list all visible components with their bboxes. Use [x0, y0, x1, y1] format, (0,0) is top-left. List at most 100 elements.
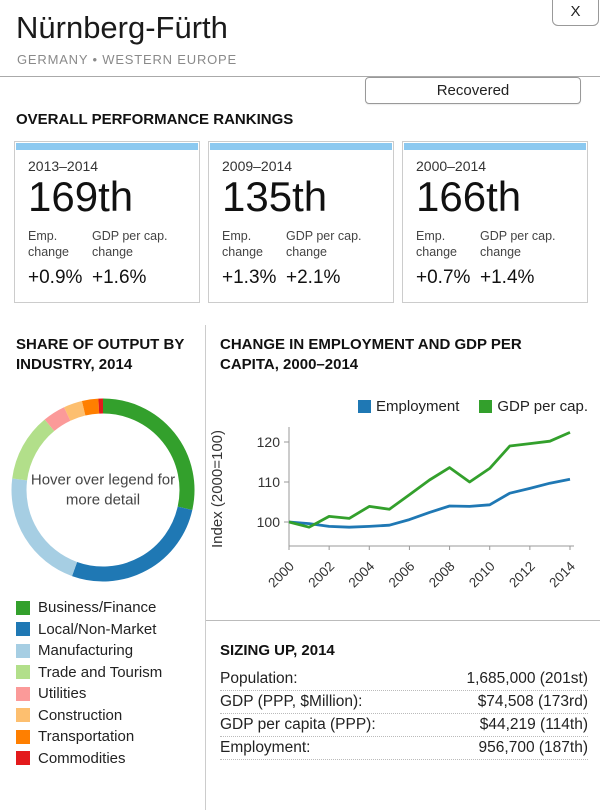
- x-tick-label: 2004: [346, 558, 378, 590]
- sizing-row-employment: Employment: 956,700 (187th): [220, 737, 588, 760]
- card-rank: 169th: [28, 173, 134, 220]
- sizing-row-label: Employment:: [220, 739, 311, 756]
- industry-legend-label: Manufacturing: [38, 642, 134, 660]
- industry-legend-item-local-non-market[interactable]: Local/Non-Market: [16, 619, 162, 641]
- employment-swatch-icon: [358, 400, 372, 413]
- y-axis-label: Index (2000=100): [209, 430, 226, 548]
- card-rank: 135th: [222, 173, 328, 220]
- x-tick-label: 2002: [305, 559, 337, 591]
- business-finance-swatch-icon: [16, 600, 30, 615]
- utilities-swatch-icon: [16, 686, 30, 701]
- industry-legend-item-construction[interactable]: Construction: [16, 705, 162, 727]
- line-chart-legend: Employment GDP per cap.: [206, 398, 588, 415]
- card-rank: 166th: [416, 173, 522, 220]
- commodities-swatch-icon: [16, 751, 30, 766]
- construction-swatch-icon: [16, 708, 30, 723]
- sizing-row-value: $44,219 (114th): [479, 716, 588, 733]
- emp-change-label: Emp. change: [416, 229, 458, 260]
- x-tick-label: 2014: [546, 558, 578, 590]
- donut-slice-transportation[interactable]: [81, 398, 100, 416]
- industry-legend-item-manufacturing[interactable]: Manufacturing: [16, 640, 162, 662]
- donut-hover-note: Hover over legend for more detail: [30, 471, 176, 509]
- manufacturing-swatch-icon: [16, 643, 30, 658]
- card-period: 2000–2014: [416, 158, 487, 174]
- y-tick-label: 120: [257, 434, 281, 450]
- industry-legend-label: Local/Non-Market: [38, 620, 157, 638]
- gdp-change-label: GDP per cap. change: [92, 229, 168, 260]
- sizing-row-value: $74,508 (173rd): [477, 693, 588, 710]
- sizing-table: Population: 1,685,000 (201st) GDP (PPP, $M…: [220, 668, 588, 760]
- card-accent-bar: [210, 143, 392, 150]
- chart-legend-item-employment[interactable]: Employment: [358, 398, 459, 415]
- industry-legend-label: Commodities: [38, 749, 126, 767]
- page-subtitle: GERMANY • WESTERN EUROPE: [17, 52, 237, 67]
- employment-line: [288, 477, 571, 529]
- gdp-change-label: GDP per cap. change: [286, 229, 362, 260]
- emp-change-value: +0.7%: [416, 266, 471, 288]
- industry-legend-label: Trade and Tourism: [38, 663, 163, 681]
- gdp-per-cap-line: [288, 431, 571, 529]
- gdp-change-label: GDP per cap. change: [480, 229, 556, 260]
- card-accent-bar: [16, 143, 198, 150]
- gdp-change-value: +1.4%: [480, 266, 535, 288]
- x-tick-label: 2000: [265, 559, 297, 591]
- industry-legend-item-utilities[interactable]: Utilities: [16, 683, 162, 705]
- sizing-row-label: GDP (PPP, $Million):: [220, 693, 363, 710]
- industry-heading: SHARE OF OUTPUT BY INDUSTRY, 2014: [16, 336, 185, 374]
- card-accent-bar: [404, 143, 586, 150]
- rankings-cards: 2013–2014 169th Emp. change +0.9% GDP pe…: [14, 141, 588, 303]
- donut-slice-utilities[interactable]: [44, 407, 71, 432]
- industry-legend-label: Utilities: [38, 685, 87, 703]
- donut-slice-business-finance[interactable]: [102, 398, 195, 510]
- gdp-change-value: +2.1%: [286, 266, 341, 288]
- header-divider: [0, 76, 600, 77]
- emp-change-label: Emp. change: [28, 229, 70, 260]
- y-tick-label: 100: [257, 514, 281, 530]
- industry-legend-item-transportation[interactable]: Transportation: [16, 726, 162, 748]
- x-tick-label: 2010: [466, 559, 498, 591]
- sizing-heading: SIZING UP, 2014: [220, 642, 335, 659]
- sizing-row-gdp-per-capita-ppp: GDP per capita (PPP): $44,219 (114th): [220, 714, 588, 737]
- x-tick-label: 2012: [506, 559, 538, 591]
- donut-slice-manufacturing[interactable]: [11, 478, 78, 577]
- chart-axes: [288, 427, 574, 547]
- sizing-row-label: GDP per capita (PPP):: [220, 716, 376, 733]
- x-tick-label: 2006: [386, 559, 418, 591]
- line-chart-heading: CHANGE IN EMPLOYMENT AND GDP PER CAPITA,…: [220, 336, 522, 374]
- trade-and-tourism-swatch-icon: [16, 665, 30, 680]
- x-tick-label: 2008: [426, 559, 458, 591]
- industry-legend-item-trade-and-tourism[interactable]: Trade and Tourism: [16, 662, 162, 684]
- rankings-heading: OVERALL PERFORMANCE RANKINGS: [16, 111, 294, 128]
- close-button[interactable]: X: [552, 0, 599, 26]
- recovery-status-button[interactable]: Recovered: [365, 77, 581, 104]
- industry-legend-label: Construction: [38, 706, 123, 724]
- page-title: Nürnberg-Fürth: [16, 10, 228, 45]
- chart-legend-label: Employment: [376, 398, 460, 415]
- chart-legend-item-gdp-per-cap[interactable]: GDP per cap.: [479, 398, 588, 415]
- industry-legend-item-business-finance[interactable]: Business/Finance: [16, 597, 162, 619]
- sizing-row-value: 1,685,000 (201st): [466, 670, 588, 687]
- donut-slice-construction[interactable]: [64, 400, 86, 421]
- ranking-card-2000-2014: 2000–2014 166th Emp. change +0.7% GDP pe…: [402, 141, 588, 303]
- local-non-market-swatch-icon: [16, 622, 30, 637]
- employment-gdp-section: CHANGE IN EMPLOYMENT AND GDP PER CAPITA,…: [205, 325, 600, 810]
- sizing-row-population: Population: 1,685,000 (201st): [220, 668, 588, 691]
- donut-slice-trade-and-tourism[interactable]: [12, 419, 55, 481]
- gdp-per-cap-swatch-icon: [479, 400, 493, 413]
- industry-legend-item-commodities[interactable]: Commodities: [16, 748, 162, 770]
- emp-change-label: Emp. change: [222, 229, 264, 260]
- industry-legend: Business/Finance Local/Non-Market Manufact…: [16, 597, 162, 769]
- industry-section: SHARE OF OUTPUT BY INDUSTRY, 2014 Hover …: [0, 325, 205, 810]
- ranking-card-2009-2014: 2009–2014 135th Emp. change +1.3% GDP pe…: [208, 141, 394, 303]
- industry-legend-label: Transportation: [38, 728, 135, 746]
- donut-slice-local-non-market[interactable]: [72, 506, 193, 582]
- sizing-row-label: Population:: [220, 670, 298, 687]
- emp-change-value: +0.9%: [28, 266, 83, 288]
- chart-legend-label: GDP per cap.: [497, 398, 588, 415]
- gdp-change-value: +1.6%: [92, 266, 147, 288]
- sizing-row-gdp-ppp-million: GDP (PPP, $Million): $74,508 (173rd): [220, 691, 588, 714]
- emp-change-value: +1.3%: [222, 266, 277, 288]
- card-period: 2009–2014: [222, 158, 293, 174]
- industry-legend-label: Business/Finance: [38, 599, 157, 617]
